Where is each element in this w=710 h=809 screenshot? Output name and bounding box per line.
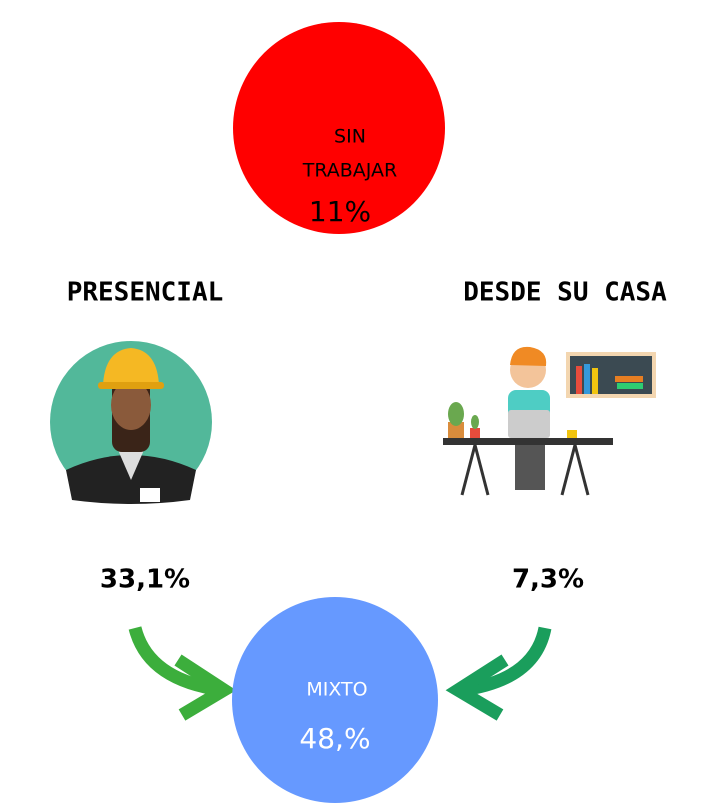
sin-trabajar-label: SIN (334, 126, 366, 148)
desde-su-casa-label: DESDE SU CASA (463, 278, 667, 308)
sin-trabajar-value: 11% (309, 195, 371, 228)
sin-trabajar-label: TRABAJAR (302, 160, 398, 182)
arrow-right (445, 626, 552, 721)
presencial-value: 33,1% (100, 565, 190, 595)
sin-trabajar-circle (233, 22, 445, 234)
mixto-circle (232, 597, 438, 803)
mixto-value: 48,% (299, 722, 370, 755)
home-office-icon (443, 346, 656, 496)
mixto-label: MIXTO (306, 679, 367, 701)
worker-icon (50, 341, 212, 504)
desde-su-casa-value: 7,3% (512, 565, 584, 595)
presencial-label: PRESENCIAL (67, 278, 224, 308)
arrow-left (128, 626, 237, 721)
